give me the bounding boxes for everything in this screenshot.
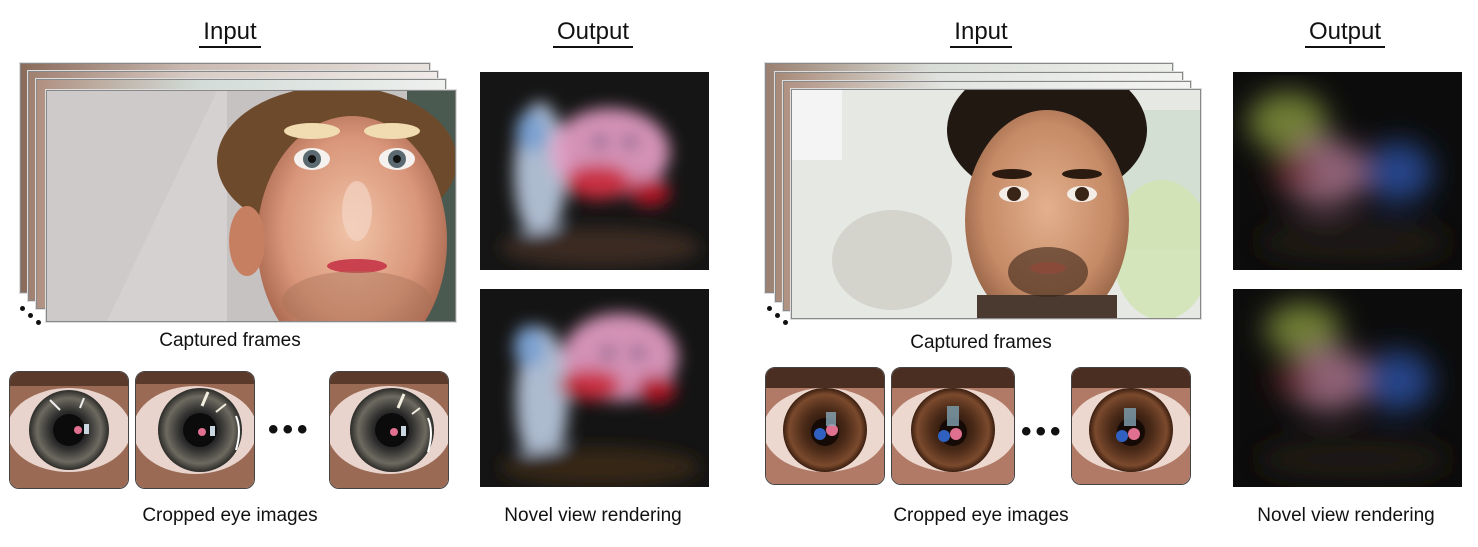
captured-frames-stack (20, 63, 460, 325)
novel-view-caption-2: Novel view rendering (1257, 505, 1435, 526)
captured-frames-caption: Captured frames (159, 330, 301, 351)
ellipsis: ••• (268, 413, 312, 446)
novel-view-render-2 (480, 289, 709, 487)
input-heading-2: Input (911, 18, 1051, 48)
cropped-eye-5 (891, 367, 1015, 485)
novel-view-render-4 (1233, 289, 1462, 487)
cropped-eye-4 (765, 367, 885, 485)
captured-frames-stack-2 (765, 63, 1205, 325)
output-heading: Output (523, 18, 663, 48)
novel-view-caption: Novel view rendering (504, 505, 682, 526)
novel-view-render-1 (480, 72, 709, 270)
ellipsis-2: ••• (1021, 415, 1065, 448)
cropped-eyes-caption: Cropped eye images (142, 505, 318, 526)
novel-view-render-3 (1233, 72, 1462, 270)
face-photo-2 (791, 89, 1201, 319)
cropped-eye-1 (9, 371, 129, 489)
cropped-eye-3 (329, 371, 449, 489)
input-heading: Input (160, 18, 300, 48)
captured-frames-caption-2: Captured frames (910, 332, 1052, 353)
face-photo-1 (46, 90, 456, 322)
cropped-eyes-caption-2: Cropped eye images (893, 505, 1069, 526)
cropped-eye-6 (1071, 367, 1191, 485)
cropped-eye-2 (135, 371, 255, 489)
output-heading-2: Output (1275, 18, 1415, 48)
